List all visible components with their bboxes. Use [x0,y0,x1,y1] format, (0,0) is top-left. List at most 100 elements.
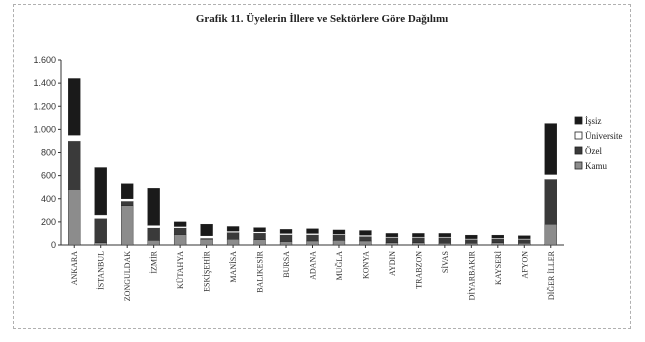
bar-segment [438,243,452,246]
bar-segment [200,223,213,236]
bar-segment [465,234,478,239]
bar-segment [279,241,293,246]
bar-segment [491,234,504,239]
legend-label: Üniversite [585,131,623,141]
x-tick-label: AFYON [520,251,529,279]
y-tick-label: 200 [41,217,56,227]
legend-label: Kamu [585,161,607,171]
y-tick-label: 1.400 [33,78,56,88]
y-tick-label: 800 [41,148,56,158]
x-tick-label: İSTANBUL [97,251,106,290]
legend-swatch [574,131,583,140]
bar-segment [465,239,478,244]
bar-segment [94,242,107,246]
bar-segment [226,239,240,246]
bar-segment [253,232,266,240]
bar-segment [147,225,160,228]
bar-segment [332,240,346,246]
y-tick-label: 400 [41,194,56,204]
legend-label: Özel [585,146,602,156]
bar-segment [68,78,81,136]
bar-segment [94,167,107,216]
bar-segment [359,236,372,242]
legend-label: İşsiz [585,116,602,126]
bar-segment [68,189,81,246]
bar-segment [121,198,134,202]
bar-segment [68,134,81,142]
x-tick-label: ESKİŞEHİR [203,250,212,292]
stacked-bar-chart: 0 200 400 600 800 1.000 1.200 1.400 1.600 ANKARA İ… [33,55,623,301]
bar-segment [491,238,504,243]
bar-segment [121,183,134,199]
legend-swatch [574,146,583,155]
x-tick-label: TRABZON [414,251,423,289]
x-tick-label: ADANA [309,251,318,280]
y-tick-label: 1.000 [33,124,56,134]
x-tick-label: DİĞER İLLER [546,250,556,300]
bar-segment [279,229,293,234]
bar-segment [465,243,478,246]
y-tick-label: 600 [41,171,56,181]
bar-segment [518,235,531,239]
bar-segment [173,227,187,235]
bar-segment [68,140,81,190]
bar-segment [226,226,240,232]
x-tick-label: ANKARA [70,251,79,285]
bar-segment [544,223,557,246]
bar-segment [121,200,134,206]
bar-segment [412,237,425,243]
bar-segment [438,237,452,244]
bar-segment [253,227,266,232]
chart-title: Grafik 11. Üyelerin İllere ve Sektörlere… [195,13,449,25]
bar-segment [147,227,160,241]
bar-segment [94,218,107,243]
x-tick-label: DİYARBAKIR [467,250,476,300]
bar-segment [173,221,187,227]
bar-segment [94,214,107,219]
bar-segment [332,229,346,235]
bar-segment [279,234,293,242]
bar-segment [147,240,160,246]
bar-segment [544,123,557,175]
bar-segment [332,234,346,241]
bar-segment [412,233,425,238]
x-tick-label: KÜTAHYA [176,251,185,289]
bar-segment [385,237,399,243]
bar-segment [491,242,504,246]
x-tick-label: BURSA [282,251,291,278]
bar-segment [544,178,557,225]
bar-segment [359,240,372,246]
bar-segment [359,230,372,236]
x-tick-label: KONYA [361,251,370,279]
y-tick-label: 1.200 [33,101,56,111]
x-tick-label: SİVAS [441,251,450,273]
bar-segment [385,242,399,246]
bar-segment [147,188,160,226]
x-tick-label: ZONGULDAK [123,251,132,301]
bar-segment [518,243,531,246]
bar-segment [306,234,319,242]
y-tick-label: 0 [51,240,56,250]
legend-swatch [574,161,583,170]
x-tick-label: KAYSERİ [494,251,503,285]
y-tick-label: 1.600 [33,55,56,65]
bar-segment [226,232,240,240]
bar-segment [200,235,213,239]
bar-segment [253,239,266,246]
x-tick-label: MANİSA [229,251,238,283]
x-tick-label: AYDIN [388,251,397,276]
bar-segment [306,240,319,246]
bar-segment [173,234,187,246]
bar-segment [121,205,134,246]
bar-segment [306,228,319,234]
bar-segment [518,239,531,244]
legend-swatch [574,116,583,125]
bar-segment [438,233,452,238]
x-tick-label: İZMİR [150,250,159,273]
bar-segment [412,242,425,246]
chart-frame: Grafik 11. Üyelerin İllere ve Sektörlere… [13,4,631,329]
x-tick-label: MUĞLA [334,251,344,281]
x-tick-label: BALIKESİR [256,250,265,292]
bar-segment [544,174,557,180]
bar-segment [385,233,399,238]
